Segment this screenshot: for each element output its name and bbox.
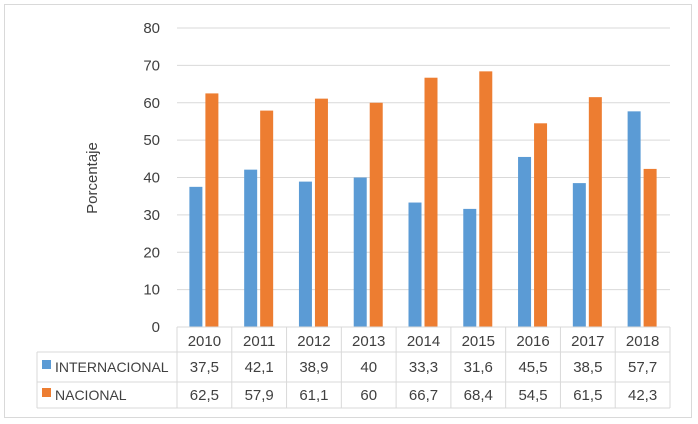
y-tick-label: 40 [143, 170, 160, 187]
bar-internacional-2014 [408, 202, 422, 327]
table-value: 37,5 [190, 359, 219, 376]
category-label: 2012 [297, 333, 330, 350]
category-label: 2011 [243, 333, 275, 350]
category-label: 2010 [188, 333, 221, 350]
table-value: 31,6 [464, 359, 493, 376]
y-tick-label: 10 [143, 282, 160, 299]
y-axis-title: Porcentaje [84, 142, 101, 214]
table-value: 57,7 [628, 359, 657, 376]
bar-internacional-2011 [244, 169, 258, 327]
category-label: 2013 [352, 333, 385, 350]
table-value: 42,3 [628, 387, 657, 404]
bar-nacional-2018 [643, 168, 657, 327]
table-value: 61,1 [299, 387, 328, 404]
bar-nacional-2014 [424, 77, 438, 328]
table-value: 54,5 [518, 387, 547, 404]
legend-swatch [42, 388, 51, 397]
bar-internacional-2012 [298, 181, 312, 327]
table-value: 38,5 [573, 359, 602, 376]
bar-internacional-2010 [189, 186, 203, 327]
table-value: 40 [360, 359, 377, 376]
y-tick-label: 80 [143, 20, 160, 37]
table-value: 66,7 [409, 387, 438, 404]
table-value: 60 [360, 387, 377, 404]
category-label: 2017 [571, 333, 604, 350]
bar-internacional-2018 [627, 111, 641, 327]
y-tick-label: 30 [143, 207, 160, 224]
table-value: 38,9 [299, 359, 328, 376]
y-tick-label: 50 [143, 132, 160, 149]
table-value: 33,3 [409, 359, 438, 376]
category-label: 2014 [407, 333, 440, 350]
bar-internacional-2017 [572, 183, 586, 327]
legend-swatch [42, 360, 51, 369]
bar-nacional-2011 [260, 110, 274, 327]
bar-nacional-2017 [588, 97, 602, 327]
bar-internacional-2013 [353, 177, 367, 327]
bar-nacional-2016 [534, 123, 548, 328]
bar-nacional-2012 [314, 98, 328, 327]
chart-frame [4, 4, 692, 418]
y-tick-label: 20 [143, 244, 160, 261]
table-value: 45,5 [518, 359, 547, 376]
bar-nacional-2015 [479, 71, 493, 327]
category-label: 2015 [462, 333, 495, 350]
bar-internacional-2016 [518, 156, 532, 327]
category-label: 2016 [516, 333, 549, 350]
bar-nacional-2013 [369, 102, 383, 327]
bar-nacional-2010 [205, 93, 219, 327]
table-value: 57,9 [245, 387, 274, 404]
legend-label: INTERNACIONAL [55, 359, 169, 375]
y-tick-label: 60 [143, 95, 160, 112]
table-value: 68,4 [464, 387, 493, 404]
table-value: 61,5 [573, 387, 602, 404]
y-tick-label: 70 [143, 57, 160, 74]
category-label: 2018 [626, 333, 659, 350]
legend-label: NACIONAL [55, 387, 127, 403]
table-value: 62,5 [190, 387, 219, 404]
bar-internacional-2015 [463, 208, 477, 327]
table-value: 42,1 [245, 359, 274, 376]
y-tick-label: 0 [152, 319, 160, 336]
